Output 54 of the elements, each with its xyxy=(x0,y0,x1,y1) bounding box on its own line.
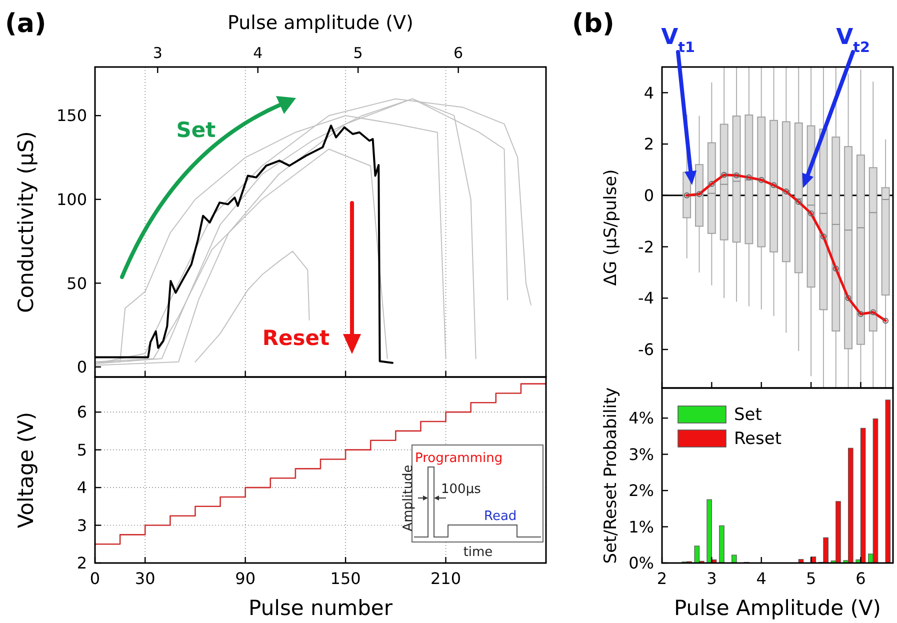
legend-label: Set xyxy=(734,405,762,425)
y-tick-label: -4 xyxy=(638,288,654,308)
x-tick-label: 6 xyxy=(856,569,866,588)
x-tick-label: 30 xyxy=(134,569,156,588)
y-tick-label: 3 xyxy=(76,516,87,535)
text: V$_{t1}$ xyxy=(661,25,695,56)
y-tick-label: 2 xyxy=(76,554,87,573)
x-tick-label: 90 xyxy=(235,569,256,588)
y-tick-label: 0 xyxy=(76,358,87,377)
chart-title: (b) xyxy=(572,9,614,39)
x2-tick-label: 4 xyxy=(253,44,263,62)
x2-tick-label: 6 xyxy=(454,44,464,62)
annotation: Set xyxy=(176,118,216,142)
legend-label: Reset xyxy=(734,429,782,449)
x-tick-label: 210 xyxy=(430,569,462,588)
x-tick-label: 4 xyxy=(756,569,766,588)
x2-axis-title: Pulse amplitude (V) xyxy=(228,12,414,34)
x-tick-label: 150 xyxy=(330,569,361,588)
y-tick-label: -6 xyxy=(638,340,654,360)
x2-tick-label: 5 xyxy=(353,44,363,62)
y-axis-title: ΔG (μS/pulse) xyxy=(601,169,621,286)
x-tick-label: 3 xyxy=(706,569,717,588)
y-tick-label: 3% xyxy=(628,444,654,464)
y-tick-label: 1% xyxy=(628,517,654,536)
y-tick-label: 150 xyxy=(56,106,87,126)
y-tick-label: 4 xyxy=(644,83,654,102)
y-tick-label: -2 xyxy=(638,237,654,256)
annotation: 100μs xyxy=(441,482,482,497)
y-tick-label: 50 xyxy=(66,274,87,293)
y-axis-title: Conductivity (μS) xyxy=(14,131,38,313)
x2-tick-label: 3 xyxy=(152,44,162,62)
annotation: Programming xyxy=(415,451,503,466)
y-tick-label: 5 xyxy=(76,440,87,460)
y-tick-label: 0 xyxy=(644,186,654,205)
annotation: time xyxy=(463,545,493,560)
y-axis-title: Set/Reset Probability xyxy=(601,387,621,564)
x-axis-title: Pulse Amplitude (V) xyxy=(674,596,882,620)
y-tick-label: 6 xyxy=(76,402,87,422)
y-tick-label: 4% xyxy=(628,408,654,428)
x-axis-title: Pulse number xyxy=(248,596,393,620)
chart-title: (a) xyxy=(5,9,46,39)
annotation: Read xyxy=(484,509,517,524)
x-tick-label: 5 xyxy=(806,569,816,588)
y-axis-title: Voltage (V) xyxy=(14,412,38,528)
annotation: Amplitude xyxy=(401,464,416,532)
y-tick-label: 0% xyxy=(628,554,654,573)
y-tick-label: 4 xyxy=(76,478,87,498)
x-tick-label: 0 xyxy=(90,569,100,588)
text: V$_{t2}$ xyxy=(836,25,870,56)
y-tick-label: 2% xyxy=(628,481,654,500)
y-tick-label: 100 xyxy=(56,190,87,209)
x-tick-label: 2 xyxy=(656,569,668,588)
annotation: Reset xyxy=(262,326,330,350)
y-tick-label: 2 xyxy=(644,134,654,154)
